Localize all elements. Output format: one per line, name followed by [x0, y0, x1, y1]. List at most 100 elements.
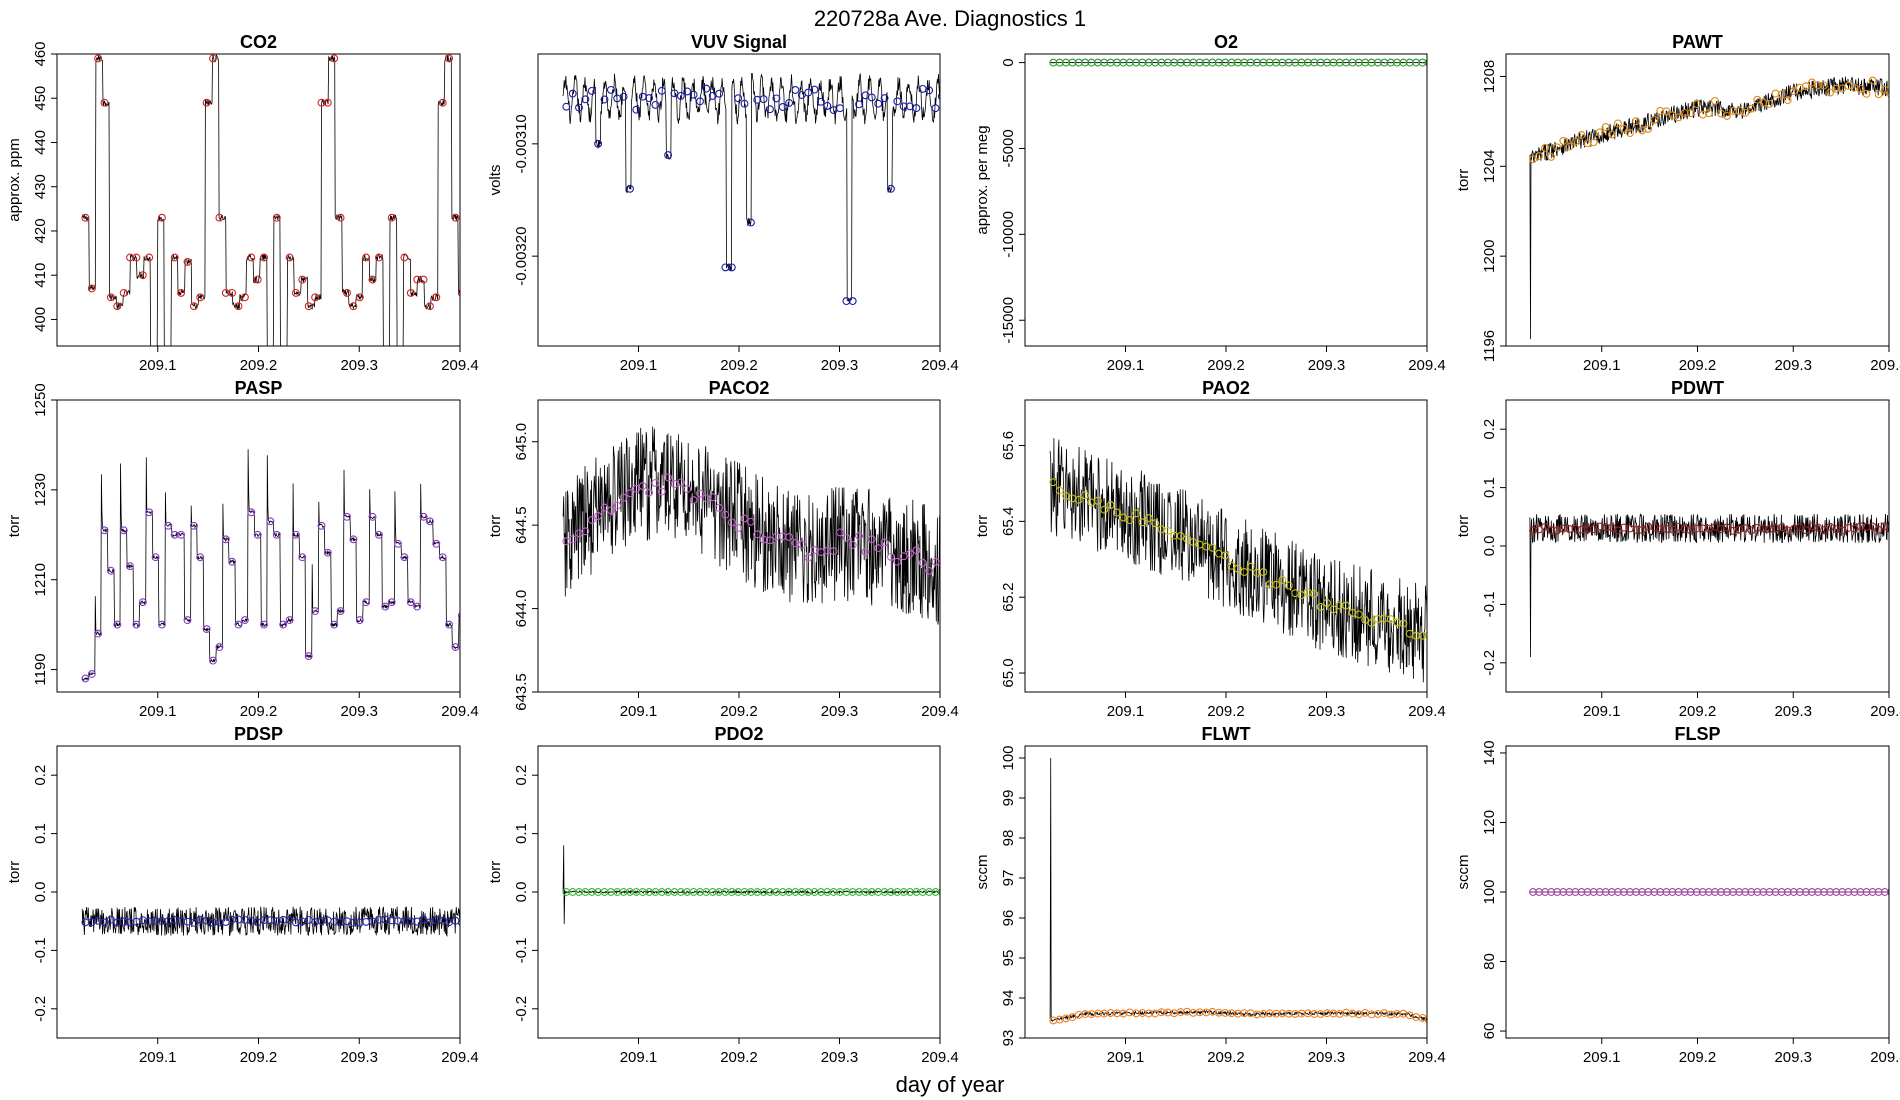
data-point	[1595, 128, 1604, 137]
x-tick-label: 209.2	[1679, 357, 1717, 374]
data-point	[228, 557, 237, 566]
data-point	[785, 533, 794, 541]
plot-frame	[56, 745, 461, 1039]
data-point	[651, 479, 660, 487]
data-point	[1729, 888, 1738, 896]
data-point	[374, 253, 383, 262]
data-point	[645, 488, 654, 497]
data-point	[1747, 104, 1756, 113]
y-tick-label: 0.2	[32, 765, 49, 786]
y-tick-label: 643.5	[513, 673, 530, 711]
data-point	[778, 103, 787, 111]
data-point	[1650, 888, 1659, 896]
data-point	[842, 533, 851, 542]
data-point	[1055, 486, 1064, 495]
data-point	[696, 489, 704, 498]
data-point	[419, 915, 428, 924]
series-line	[81, 449, 460, 681]
y-axis-label: torr	[1455, 515, 1472, 538]
data-point	[1850, 888, 1859, 896]
data-point	[676, 478, 685, 487]
y-tick-label: 410	[32, 263, 49, 288]
plot-frame	[1024, 399, 1428, 693]
data-point	[425, 517, 434, 526]
data-point	[810, 85, 819, 94]
y-tick-label: 460	[32, 41, 49, 66]
y-axis-label: torr	[6, 515, 23, 538]
data-point	[1577, 888, 1586, 896]
y-axis-label: sccm	[974, 855, 991, 890]
data-point	[855, 532, 864, 540]
data-point	[291, 288, 300, 297]
data-point	[912, 546, 921, 555]
data-point	[81, 213, 90, 222]
data-point	[355, 293, 364, 302]
x-tick-label: 209.3	[1308, 703, 1346, 720]
data-point	[330, 54, 339, 63]
data-point	[419, 512, 428, 521]
data-point	[1844, 524, 1853, 532]
x-tick-label: 209.2	[720, 703, 758, 720]
data-point	[240, 616, 249, 625]
data-point	[1656, 106, 1665, 115]
data-point	[626, 184, 634, 193]
data-point	[1704, 888, 1713, 896]
data-point	[1595, 888, 1604, 896]
data-point	[280, 347, 287, 354]
data-point	[1529, 888, 1537, 896]
panel-title: PASP	[235, 378, 283, 398]
x-tick-label: 209.1	[620, 703, 658, 720]
x-tick-label: 209.1	[620, 357, 658, 374]
data-point	[1541, 522, 1550, 531]
data-point	[1233, 564, 1242, 573]
data-point	[1874, 525, 1883, 534]
data-point	[425, 302, 434, 311]
data-point	[1619, 523, 1628, 532]
data-point	[1771, 89, 1780, 98]
data-point	[1838, 888, 1847, 896]
data-point	[368, 275, 377, 284]
panels: CO2 approx. ppm 400 410 420 430 440 450 460 209.1…	[6, 32, 1900, 1066]
data-point	[1814, 888, 1822, 896]
y-axis-label: torr	[487, 861, 504, 884]
data-point	[702, 84, 711, 93]
data-point	[689, 90, 698, 99]
data-point	[1741, 888, 1750, 896]
data-point	[451, 643, 460, 652]
y-tick-label: 0.2	[513, 765, 530, 786]
y-tick-label: 0	[1000, 58, 1017, 66]
data-point	[1801, 888, 1810, 896]
y-tick-label: -0.1	[1481, 591, 1498, 617]
x-tick-label: 209.3	[340, 1049, 378, 1066]
data-point	[119, 526, 128, 535]
y-tick-label: 60	[1481, 1023, 1498, 1040]
data-point	[638, 482, 647, 491]
data-point	[1801, 526, 1810, 535]
data-point	[1535, 888, 1543, 896]
data-point	[1577, 525, 1586, 534]
data-point	[157, 620, 166, 629]
data-point	[1765, 525, 1774, 534]
data-point	[400, 253, 409, 262]
plot-frame	[56, 399, 461, 693]
x-tick-label: 209.3	[340, 703, 378, 720]
data-point	[323, 98, 332, 107]
data-point	[746, 218, 755, 227]
data-point	[138, 271, 147, 280]
x-tick-label: 209.1	[139, 1049, 177, 1066]
data-point	[1601, 123, 1610, 131]
data-point	[937, 888, 940, 896]
data-point	[1807, 888, 1816, 896]
data-point	[94, 629, 103, 638]
data-point	[349, 302, 358, 311]
y-tick-label: 0.1	[513, 823, 530, 844]
data-point	[1074, 495, 1083, 504]
x-tick-label: 209.3	[1308, 357, 1346, 374]
data-point	[1868, 76, 1877, 85]
x-tick-label: 209.2	[240, 1049, 278, 1066]
y-tick-label: 440	[32, 130, 49, 155]
data-point	[594, 139, 603, 148]
data-point	[228, 288, 237, 297]
data-point	[323, 548, 332, 557]
data-point	[874, 544, 883, 553]
